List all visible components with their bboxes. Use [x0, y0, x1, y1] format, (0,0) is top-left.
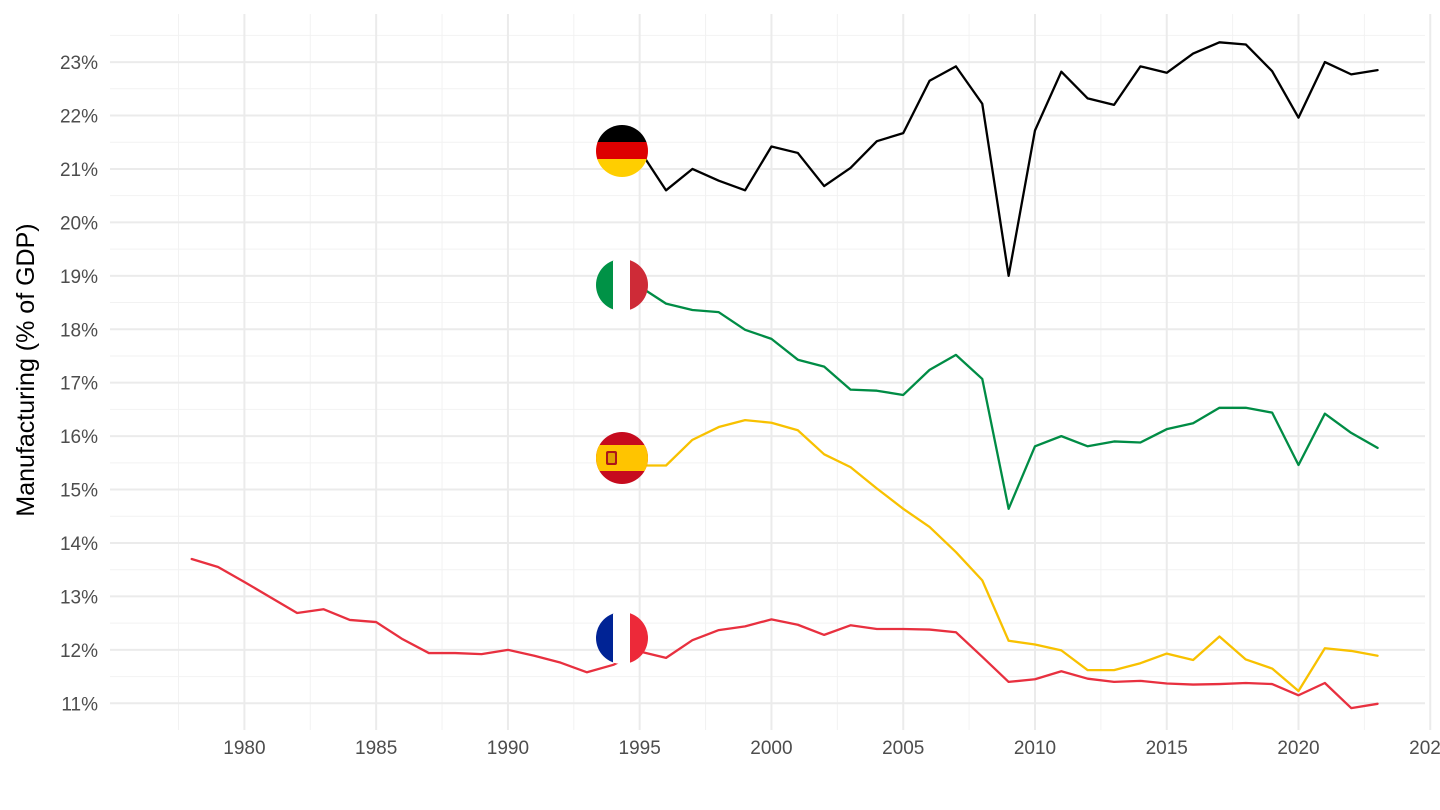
x-tick-label: 1990	[487, 738, 529, 759]
x-tick-label: 1985	[355, 738, 397, 759]
germany-flag-icon	[596, 125, 648, 177]
x-tick-label: 2015	[1146, 738, 1188, 759]
y-tick-label: 20%	[60, 213, 98, 234]
france-series-line	[190, 557, 1379, 710]
y-tick-label: 22%	[60, 107, 98, 128]
y-tick-label: 12%	[60, 641, 98, 662]
y-tick-label: 19%	[60, 267, 98, 288]
y-tick-label: 14%	[60, 534, 98, 555]
y-tick-label: 18%	[60, 320, 98, 341]
france-flag-icon	[596, 612, 648, 664]
x-tick-label: 2000	[750, 738, 792, 759]
y-axis-tick-labels: 11% 12% 13% 14% 15% 16% 17% 18% 19% 20% 21% 22% 23%	[60, 53, 98, 715]
x-tick-label: 2020	[1277, 738, 1319, 759]
y-tick-label: 21%	[60, 160, 98, 181]
spain-flag-icon	[596, 432, 648, 484]
x-axis-tick-labels: 1980 1985 1990 1995 2000 2005 2010 2015 2020 2025	[223, 738, 1440, 759]
grid	[110, 14, 1432, 730]
x-tick-label: 1980	[223, 738, 265, 759]
x-tick-label: 2025	[1409, 738, 1440, 759]
y-axis-title: Manufacturing (% of GDP)	[12, 223, 40, 516]
italy-series-line	[638, 285, 1379, 510]
y-tick-label: 16%	[60, 427, 98, 448]
italy-flag-icon	[596, 259, 648, 311]
y-tick-label: 23%	[60, 53, 98, 74]
x-tick-label: 2010	[1014, 738, 1056, 759]
y-tick-label: 11%	[61, 694, 98, 715]
x-tick-label: 2005	[882, 738, 924, 759]
spain-series-line	[638, 418, 1379, 693]
y-tick-label: 17%	[60, 374, 98, 395]
y-tick-label: 15%	[60, 481, 98, 502]
x-tick-label: 1995	[619, 738, 661, 759]
germany-series-line	[638, 41, 1379, 277]
country-flags	[596, 125, 648, 664]
y-tick-label: 13%	[60, 587, 98, 608]
series-group	[190, 41, 1379, 710]
